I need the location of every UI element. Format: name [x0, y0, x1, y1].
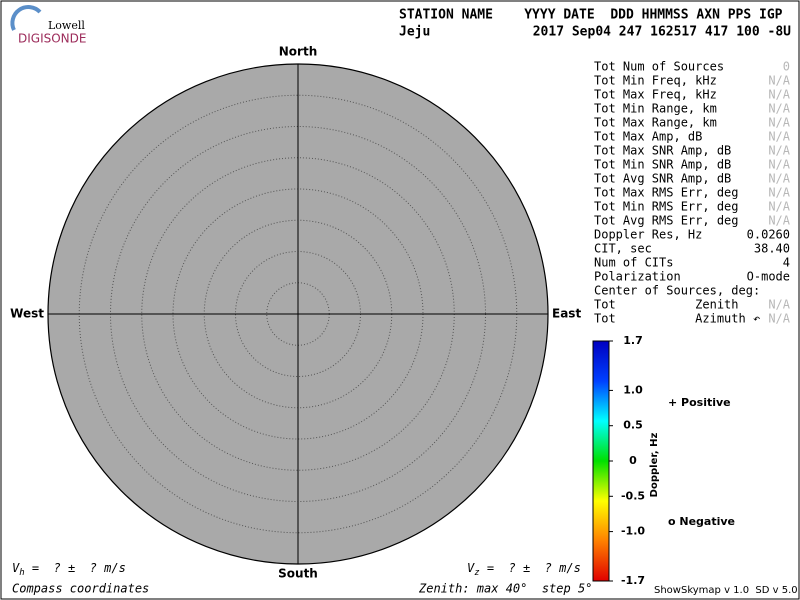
stat-label: Tot Min Range, km: [594, 102, 717, 116]
header-values: 2017 Sep04 247 162517 417 100 -8U: [533, 25, 791, 40]
colorbar: [592, 340, 610, 582]
stat-value: N/A: [768, 172, 790, 186]
station: Jeju: [399, 25, 430, 40]
stat-value: 4: [783, 256, 790, 270]
legend-entry: o Negative: [668, 515, 735, 528]
stat-value: N/A: [768, 88, 790, 102]
stat-label: Tot Max Range, km: [594, 116, 717, 130]
stat-label: Tot Max Freq, kHz: [594, 88, 717, 102]
direction-label: North: [279, 45, 317, 59]
stat-value: 0: [783, 60, 790, 74]
stat-value: 0.0260: [747, 228, 790, 242]
stat-value: N/A: [768, 298, 790, 312]
stat-value: N/A: [768, 102, 790, 116]
stat-label: Tot Max Amp, dB: [594, 130, 702, 144]
stat-value: N/A: [768, 186, 790, 200]
logo-top: Lowell: [48, 19, 85, 32]
stat-value: N/A: [768, 200, 790, 214]
stat-value: N/A: [768, 144, 790, 158]
stat-value: N/A: [768, 116, 790, 130]
stat-value: N/A: [768, 74, 790, 88]
stat-label: Tot Max SNR Amp, dB: [594, 144, 731, 158]
colorbar-tick-label: 1.0: [623, 383, 643, 396]
header-columns: STATION NAME YYYY DATE DDD HHMMSS AXN PP…: [399, 8, 783, 23]
legend-entry: + Positive: [668, 396, 731, 409]
stat-label: Tot Min SNR Amp, dB: [594, 158, 731, 172]
logo-arc: [10, 5, 42, 31]
stat-label: Tot Max RMS Err, deg: [594, 186, 739, 200]
stat-value: N/A: [768, 312, 790, 326]
stat-label: Tot Azimuth ↶: [594, 312, 760, 326]
stat-label: Tot Zenith: [594, 298, 739, 312]
stat-label: Tot Avg RMS Err, deg: [594, 214, 739, 228]
logo-bottom: DIGISONDE: [18, 32, 86, 46]
version: ShowSkymap v 1.0 SD v 5.0: [654, 585, 798, 596]
stat-value: N/A: [768, 214, 790, 228]
direction-label: South: [278, 567, 318, 581]
stat-label: Polarization: [594, 270, 681, 284]
stat-label: CIT, sec: [594, 242, 652, 256]
vh: Vh = ? ± ? m/s: [12, 561, 126, 578]
vz: Vz = ? ± ? m/s: [467, 561, 581, 578]
stat-label: Num of CITs: [594, 256, 673, 270]
colorbar-tick-label: -1.0: [621, 525, 645, 538]
colorbar-tick-label: 0: [629, 454, 637, 467]
stat-value: N/A: [768, 158, 790, 172]
stat-label: Tot Min RMS Err, deg: [594, 200, 739, 214]
zenith-note: Zenith: max 40° step 5°: [418, 582, 592, 596]
stat-label: Tot Num of Sources: [594, 60, 724, 74]
stat-label: Tot Avg SNR Amp, dB: [594, 172, 731, 186]
colorbar-label: Doppler, Hz: [649, 433, 660, 498]
stat-value: O-mode: [747, 270, 790, 284]
stat-label: Tot Min Freq, kHz: [594, 74, 717, 88]
colorbar-tick-label: -1.7: [621, 574, 645, 587]
colorbar-tick-label: -0.5: [621, 489, 645, 502]
direction-label: East: [552, 307, 581, 321]
stat-label: Doppler Res, Hz: [594, 228, 702, 242]
colorbar-tick-label: 0.5: [623, 419, 643, 432]
coords-note: Compass coordinates: [12, 582, 149, 596]
direction-label: West: [10, 307, 44, 321]
stat-value: N/A: [768, 130, 790, 144]
colorbar-tick-label: 1.7: [623, 334, 643, 347]
stat-label: Center of Sources, deg:: [594, 284, 760, 298]
stat-value: 38.40: [754, 242, 790, 256]
